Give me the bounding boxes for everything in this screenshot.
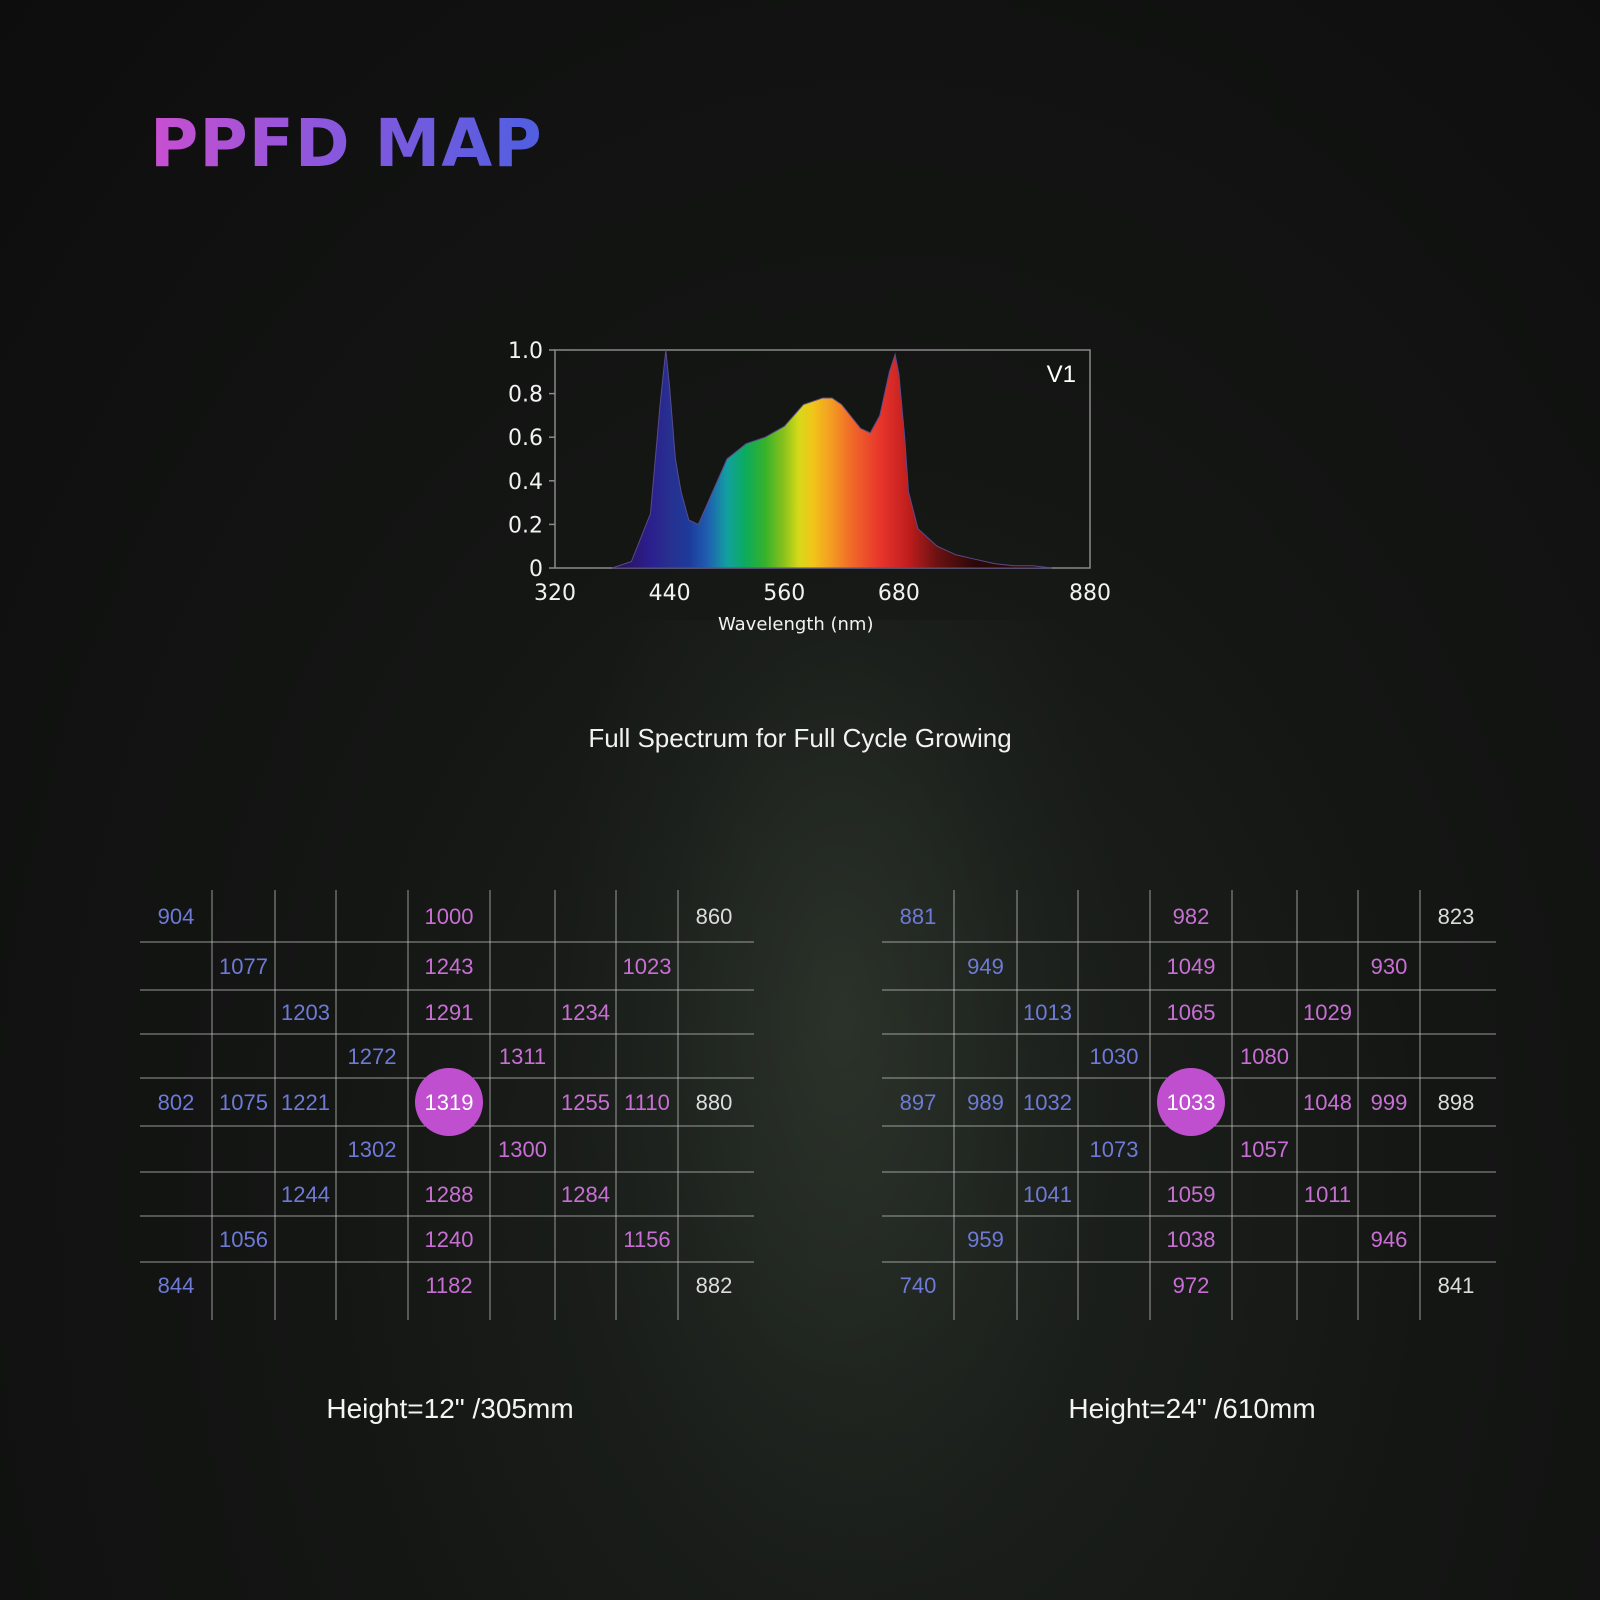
ppfd-cell-value: 989 <box>967 1090 1004 1115</box>
x-tick-label: 560 <box>763 581 805 606</box>
ppfd-cell-value: 802 <box>158 1090 195 1115</box>
ppfd-cell-value: 1203 <box>281 1000 330 1025</box>
ppfd-cell-value: 959 <box>967 1227 1004 1252</box>
center-highlight-circle <box>1157 1068 1225 1136</box>
ppfd-cell-value: 844 <box>158 1273 195 1298</box>
ppfd-cell-value: 1048 <box>1303 1090 1352 1115</box>
ppfd-cell-value: 1056 <box>219 1227 268 1252</box>
y-tick-label: 0.2 <box>508 513 543 538</box>
ppfd-cell-value: 949 <box>967 954 1004 979</box>
x-tick-label: 880 <box>1069 581 1111 606</box>
ppfd-cell-value: 881 <box>900 904 937 929</box>
legend-label: V1 <box>1047 361 1076 388</box>
ppfd-cell-value: 1244 <box>281 1182 330 1207</box>
ppfd-cell-value: 1300 <box>498 1137 547 1162</box>
ppfd-cell-value: 1182 <box>425 1273 472 1298</box>
y-tick-label: 0 <box>529 557 543 582</box>
ppfd-cell-value: 946 <box>1371 1227 1408 1252</box>
ppfd-cell-value: 1255 <box>561 1090 610 1115</box>
ppfd-cell-value: 1234 <box>561 1000 610 1025</box>
spectrum-caption: Full Spectrum for Full Cycle Growing <box>588 723 1012 753</box>
ppfd-cell-value: 1075 <box>219 1090 268 1115</box>
ppfd-cell-value: 841 <box>1438 1273 1475 1298</box>
x-axis-label: Wavelength (nm) <box>718 614 874 635</box>
ppfd-cell-value: 982 <box>1173 904 1210 929</box>
ppfd-cell-value: 1077 <box>219 954 268 979</box>
center-highlight-circle <box>415 1068 483 1136</box>
ppfd-cell-value: 1032 <box>1023 1090 1072 1115</box>
x-tick-label: 680 <box>878 581 920 606</box>
ppfd-cell-value: 882 <box>696 1273 733 1298</box>
map-label-12in: Height=12" /305mm <box>326 1393 574 1424</box>
ppfd-cell-value: 1033 <box>1167 1090 1216 1115</box>
page-title: PPFD MAP <box>150 105 543 182</box>
ppfd-cell-value: 1243 <box>425 954 474 979</box>
ppfd-cell-value: 930 <box>1371 954 1408 979</box>
ppfd-cell-value: 1000 <box>425 904 474 929</box>
y-tick-label: 0.6 <box>508 426 543 451</box>
ppfd-cell-value: 1311 <box>499 1044 546 1069</box>
ppfd-map-12in: 904 1000 860 1077 1243 1023 1203 1291 1234 1272 13… <box>140 890 754 1320</box>
ppfd-cell-value: 999 <box>1371 1090 1408 1115</box>
ppfd-cell-value: 1319 <box>425 1090 474 1115</box>
ppfd-cell-value: 1023 <box>623 954 672 979</box>
ppfd-cell-value: 740 <box>900 1273 937 1298</box>
ppfd-cell-value: 1291 <box>425 1000 474 1025</box>
ppfd-cell-value: 860 <box>696 904 733 929</box>
ppfd-cell-value: 1011 <box>1304 1182 1351 1207</box>
spectrum-series-v1 <box>612 349 1052 569</box>
ppfd-cell-value: 1057 <box>1240 1137 1289 1162</box>
y-tick-label: 1.0 <box>508 339 543 364</box>
ppfd-cell-value: 1110 <box>624 1090 670 1115</box>
map-label-24in: Height=24" /610mm <box>1068 1393 1316 1424</box>
ppfd-cell-value: 904 <box>158 904 195 929</box>
ppfd-cell-value: 1284 <box>561 1182 610 1207</box>
ppfd-cell-value: 1013 <box>1023 1000 1072 1025</box>
ppfd-cell-value: 1073 <box>1090 1137 1139 1162</box>
ppfd-cell-value: 1038 <box>1167 1227 1216 1252</box>
ppfd-cell-value: 1041 <box>1023 1182 1072 1207</box>
x-tick-label: 440 <box>649 581 691 606</box>
ppfd-cell-value: 897 <box>900 1090 937 1115</box>
ppfd-cell-value: 1059 <box>1167 1182 1216 1207</box>
ppfd-cell-value: 1080 <box>1240 1044 1289 1069</box>
ppfd-cell-value: 1221 <box>281 1090 330 1115</box>
ppfd-cell-value: 1049 <box>1167 954 1216 979</box>
ppfd-cell-value: 972 <box>1173 1273 1210 1298</box>
ppfd-cell-value: 1302 <box>348 1137 397 1162</box>
ppfd-cell-value: 823 <box>1438 904 1475 929</box>
ppfd-cell-value: 1029 <box>1303 1000 1352 1025</box>
ppfd-cell-value: 1240 <box>425 1227 474 1252</box>
ppfd-cell-value: 880 <box>696 1090 733 1115</box>
y-tick-label: 0.4 <box>508 470 543 495</box>
ppfd-cell-value: 1288 <box>425 1182 474 1207</box>
ppfd-cell-value: 1272 <box>348 1044 397 1069</box>
x-tick-label: 320 <box>534 581 576 606</box>
ppfd-cell-value: 1030 <box>1090 1044 1139 1069</box>
ppfd-cell-value: 1065 <box>1167 1000 1216 1025</box>
ppfd-cell-value: 1156 <box>623 1227 670 1252</box>
ppfd-cell-value: 898 <box>1438 1090 1475 1115</box>
y-tick-label: 0.8 <box>508 383 543 408</box>
ppfd-map-24in: 881 982 823 949 1049 930 1013 1065 1029 1030 1080 8… <box>882 890 1496 1320</box>
